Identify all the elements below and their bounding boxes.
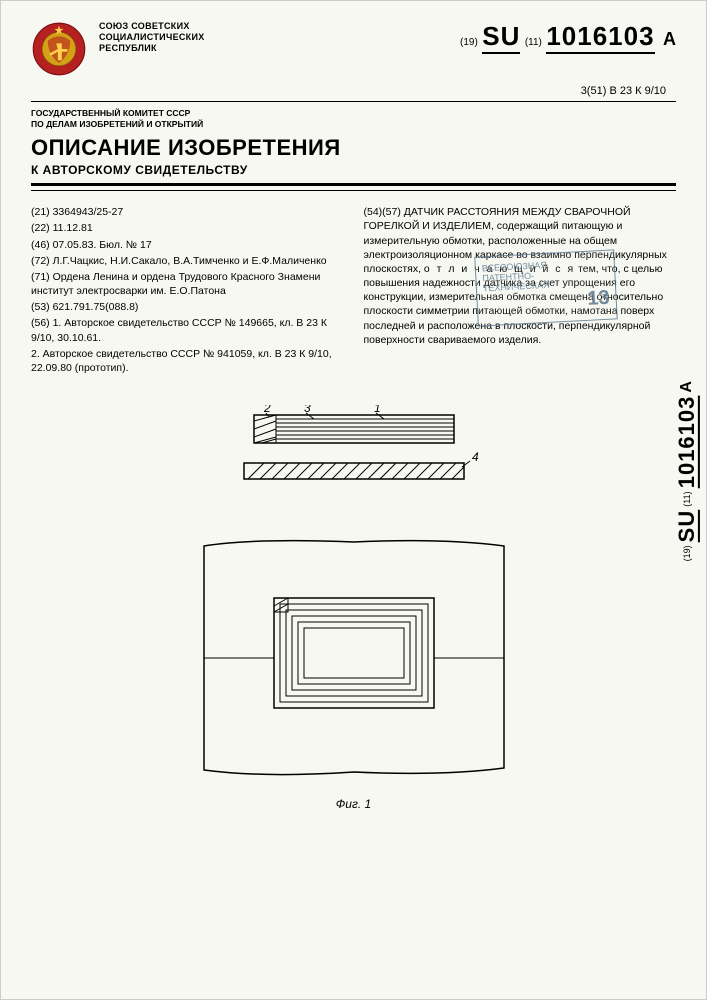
side-kind: A — [678, 381, 695, 393]
header-texts: СОЮЗ СОВЕТСКИХ СОЦИАЛИСТИЧЕСКИХ РЕСПУБЛИ… — [99, 21, 408, 53]
publication-number: (19) SU (11) 1016103 A — [460, 21, 676, 52]
figure-bottom: Фиг. 1 — [71, 528, 636, 811]
fig-label-4: 4 — [472, 450, 479, 464]
kind-code: A — [663, 29, 676, 49]
page: СОЮЗ СОВЕТСКИХ СОЦИАЛИСТИЧЕСКИХ РЕСПУБЛИ… — [0, 0, 707, 1000]
figure-bottom-svg — [184, 528, 524, 788]
rule-thick — [31, 183, 676, 186]
code-11: (11) — [525, 37, 542, 48]
side-number: 1016103 — [674, 396, 699, 489]
code-19: (19) — [460, 37, 478, 48]
rule-top — [31, 101, 676, 102]
field-56b: 2. Авторское свидетельство СССР № 941059… — [31, 347, 344, 375]
field-71: (71) Ордена Ленина и ордена Трудового Кр… — [31, 270, 344, 298]
rule-thin — [31, 190, 676, 191]
figures-block: 2 3 1 — [31, 395, 676, 821]
ussr-emblem-icon — [31, 21, 87, 77]
field-72: (72) Л.Г.Чацкис, Н.И.Сакало, В.А.Тимченк… — [31, 254, 344, 268]
side-code-11: (11) — [682, 491, 692, 506]
stamp-number: 13 — [587, 287, 610, 311]
committee-text: ГОСУДАРСТВЕННЫЙ КОМИТЕТ СССР ПО ДЕЛАМ ИЗ… — [31, 108, 676, 129]
country-code: SU — [482, 21, 520, 54]
title-sub: К АВТОРСКОМУ СВИДЕТЕЛЬСТВУ — [31, 163, 676, 177]
side-publication-number: (19) SU (11) 1016103 A — [674, 381, 700, 561]
figure-caption: Фиг. 1 — [71, 797, 636, 811]
union-text: СОЮЗ СОВЕТСКИХ СОЦИАЛИСТИЧЕСКИХ РЕСПУБЛИ… — [99, 21, 408, 53]
figure-top: 2 3 1 — [71, 405, 636, 520]
title-main: ОПИСАНИЕ ИЗОБРЕТЕНИЯ — [31, 135, 676, 161]
title-block: ОПИСАНИЕ ИЗОБРЕТЕНИЯ К АВТОРСКОМУ СВИДЕТ… — [31, 135, 676, 177]
field-46: (46) 07.05.83. Бюл. № 17 — [31, 238, 344, 252]
field-53: (53) 621.791.75(088.8) — [31, 300, 344, 314]
field-22: (22) 11.12.81 — [31, 221, 344, 235]
header-row: СОЮЗ СОВЕТСКИХ СОЦИАЛИСТИЧЕСКИХ РЕСПУБЛИ… — [31, 21, 676, 77]
classification-code: 3(51) В 23 К 9/10 — [31, 85, 666, 97]
col-left: (21) 3364943/25-27 (22) 11.12.81 (46) 07… — [31, 205, 344, 377]
library-stamp: ВСЕСОЮЗНАЯ ПАТЕНТНО- ТЕХНИЧЕСКАЯ 13 — [474, 250, 617, 327]
field-56a: (56) 1. Авторское свидетельство СССР № 1… — [31, 316, 344, 344]
figure-top-svg: 2 3 1 — [194, 405, 514, 515]
field-21: (21) 3364943/25-27 — [31, 205, 344, 219]
doc-number: 1016103 — [546, 21, 654, 54]
class-value: В 23 К 9/10 — [609, 85, 666, 97]
side-country: SU — [674, 510, 699, 543]
side-code-19: (19) — [682, 545, 692, 561]
class-prefix: 3(51) — [581, 85, 607, 97]
